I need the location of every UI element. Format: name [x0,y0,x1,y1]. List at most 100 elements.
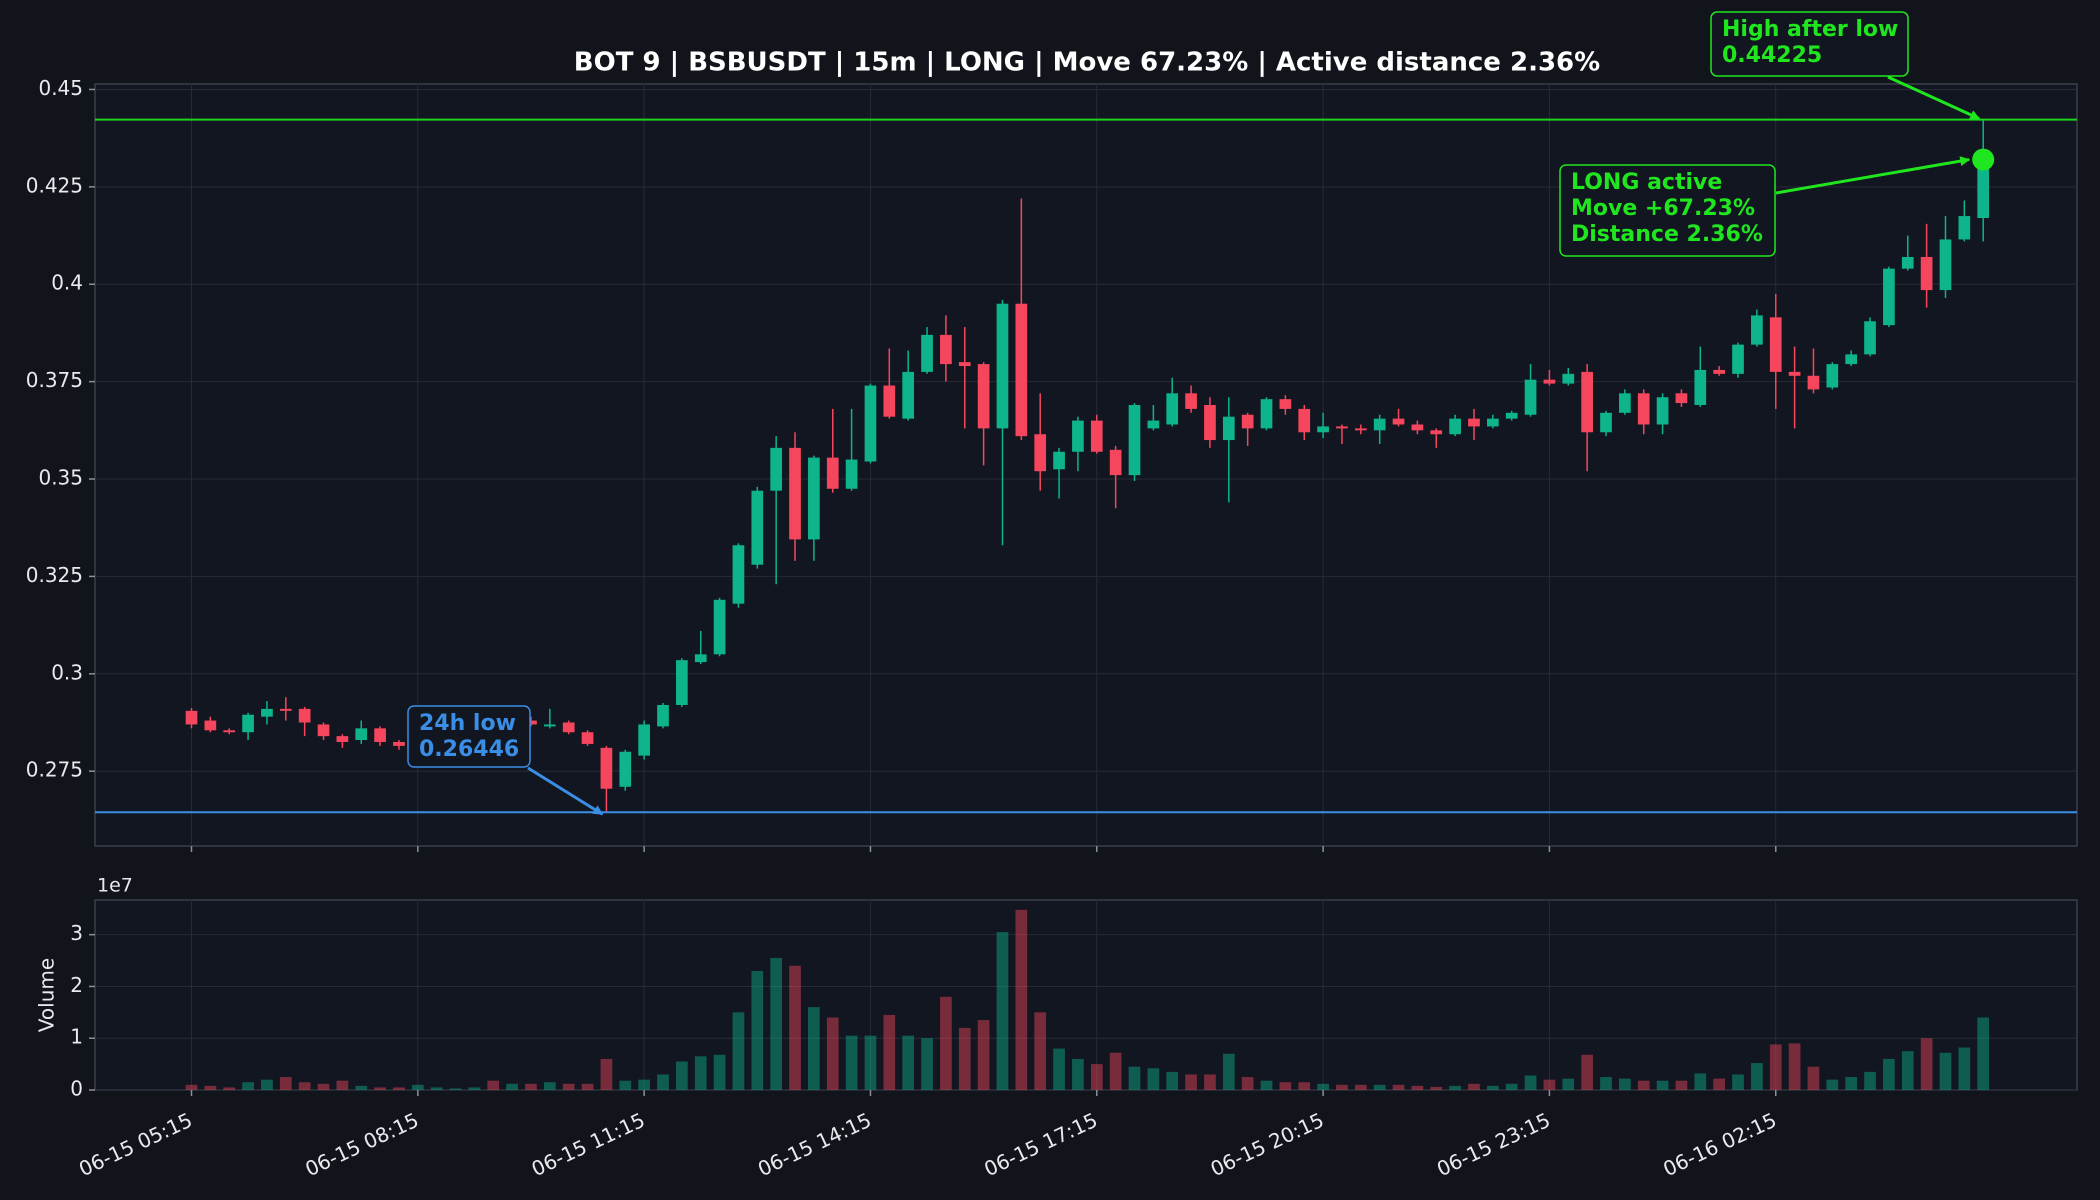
volume-bar [770,957,783,1090]
volume-bar [1600,1077,1612,1090]
volume-bar [1524,1075,1537,1090]
volume-bar [506,1083,518,1090]
volume-bar [468,1087,481,1090]
candle-body [1562,373,1575,384]
volume-bar [1788,1043,1801,1090]
volume-bar [864,1035,877,1090]
candle-body [1373,418,1386,431]
volume-bar [1920,1038,1933,1090]
volume-bar [789,965,801,1090]
candle-body [902,371,915,419]
x-tick-label: 06-16 02:15 [1659,1108,1780,1181]
candle-body [1449,418,1461,435]
candle-body [1505,412,1518,419]
volume-bar [1053,1048,1065,1090]
volume-bar [1128,1066,1141,1090]
candle-body [1109,449,1122,476]
candle-body [657,704,669,727]
volume-bar [1279,1082,1292,1090]
volume-bar [261,1079,273,1090]
volume-bar [1241,1077,1254,1090]
candle-body [525,720,537,725]
candle-body [1958,216,1971,240]
volume-bar [619,1080,632,1090]
candle-body [694,654,707,663]
volume-bar [355,1085,368,1090]
candle-body [279,708,292,711]
y-tick-label: 1 [70,1025,83,1049]
candle-body [1600,412,1612,433]
candle-body [940,334,952,365]
volume-bar [1260,1080,1273,1090]
volume-bar [1807,1066,1820,1090]
candle-body [638,724,650,756]
candle-body [732,545,745,604]
volume-bar [1543,1079,1556,1090]
candle-body [1090,420,1103,452]
candle-body [1015,303,1028,437]
candle-body [977,364,990,429]
volume-bar [449,1088,462,1090]
volume-bar [1977,1017,1990,1090]
candle-body [1694,369,1707,406]
candle-body [1543,379,1556,384]
candle-body [261,708,273,717]
volume-bar [1901,1051,1914,1090]
annotation-text: High after low [1722,17,1898,42]
candle-body [298,708,311,723]
annotation-text: 0.26446 [419,737,519,762]
volume-bar [1864,1071,1876,1090]
candle-body [1336,426,1348,429]
candle-body [751,490,764,565]
candle-body [1581,371,1593,433]
y-tick-label: 0.4 [51,271,83,295]
candle-body [1147,420,1160,429]
volume-bar [883,1014,896,1090]
candle-body [1392,418,1405,425]
volume-bar [430,1087,443,1090]
volume-bar [600,1058,613,1090]
candle-body [1222,416,1235,441]
volume-bar [713,1054,726,1090]
volume-bar [1486,1085,1499,1090]
volume-bar [1147,1068,1160,1090]
candle-body [676,660,688,705]
volume-bar [336,1080,349,1090]
volume-bar [1939,1052,1952,1090]
candle-body [242,714,254,733]
x-tick-label: 06-15 08:15 [301,1108,422,1181]
candle-body [883,385,896,417]
candle-body [713,599,726,655]
volume-bar [1694,1073,1707,1090]
candle-body [1807,375,1820,390]
candle-body [1751,315,1763,345]
x-tick-label: 06-15 05:15 [75,1108,196,1181]
volume-bar [1732,1074,1744,1090]
chart-title: BOT 9 | BSBUSDT | 15m | LONG | Move 67.2… [574,48,1600,78]
volume-bar [317,1083,330,1090]
volume-bar [808,1007,820,1090]
x-tick-label: 06-15 11:15 [528,1108,649,1181]
volume-bar [1317,1083,1329,1090]
candle-body [1864,321,1876,355]
candle-body [1298,408,1311,433]
volume-bar [1826,1079,1839,1090]
volume-bar [1619,1078,1631,1090]
volume-bar [185,1084,198,1090]
x-tick-label: 06-15 23:15 [1433,1108,1554,1181]
annotation-box [1710,11,1909,77]
candle-body [789,447,801,540]
y-tick-label: 0.35 [38,466,83,490]
candle-body [1260,399,1273,429]
annotation-text: LONG active [1571,170,1722,195]
candle-body [1713,369,1726,374]
candle-body [336,736,349,742]
y-tick-label: 0.3 [51,660,83,684]
volume-bar [1185,1074,1197,1090]
y-tick-label: 0.425 [26,173,83,197]
volume-bar [1845,1077,1858,1090]
volume-bar [393,1087,405,1090]
volume-bar [751,970,764,1090]
volume-bar [242,1082,254,1090]
price-panel [94,83,2078,847]
